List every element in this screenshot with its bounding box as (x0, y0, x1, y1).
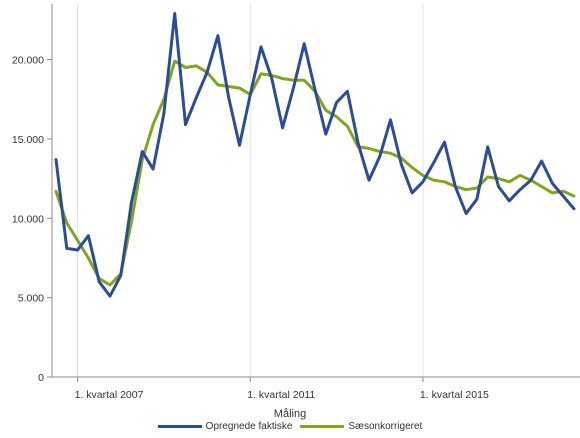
series-layer (54, 12, 576, 298)
legend-row: Opregnede faktiske Sæsonkorrigeret (0, 421, 580, 432)
legend-label-series-1: Opregnede faktiske (205, 421, 293, 432)
legend-item-series-2: Sæsonkorrigeret (300, 421, 422, 432)
y-tick-label: 20.000 (12, 55, 44, 67)
y-tick-label: 5.000 (18, 293, 44, 305)
legend-item-series-1: Opregnede faktiske (157, 421, 293, 432)
axis-layer: 0 5.000 10.000 15.000 20.000 1. kvartal 2007 1… (12, 4, 580, 401)
x-tick-label: 1. kvartal 2015 (420, 389, 489, 401)
y-tick-label: 0 (38, 372, 44, 384)
x-tick-label: 1. kvartal 2007 (75, 389, 144, 401)
series-line-1 (54, 12, 576, 298)
y-tick-label: 15.000 (12, 134, 44, 146)
x-tick-label: 1. kvartal 2011 (247, 389, 315, 401)
legend-label-series-2: Sæsonkorrigeret (348, 421, 423, 432)
legend-title: Måling (273, 408, 307, 420)
y-tick-label: 10.000 (12, 213, 44, 225)
grid-layer (77, 4, 424, 377)
legend-swatch-series-2 (300, 425, 345, 428)
legend-swatch-series-1 (157, 425, 202, 428)
legend: Måling Opregnede faktiske Sæsonkorrigere… (0, 408, 580, 432)
